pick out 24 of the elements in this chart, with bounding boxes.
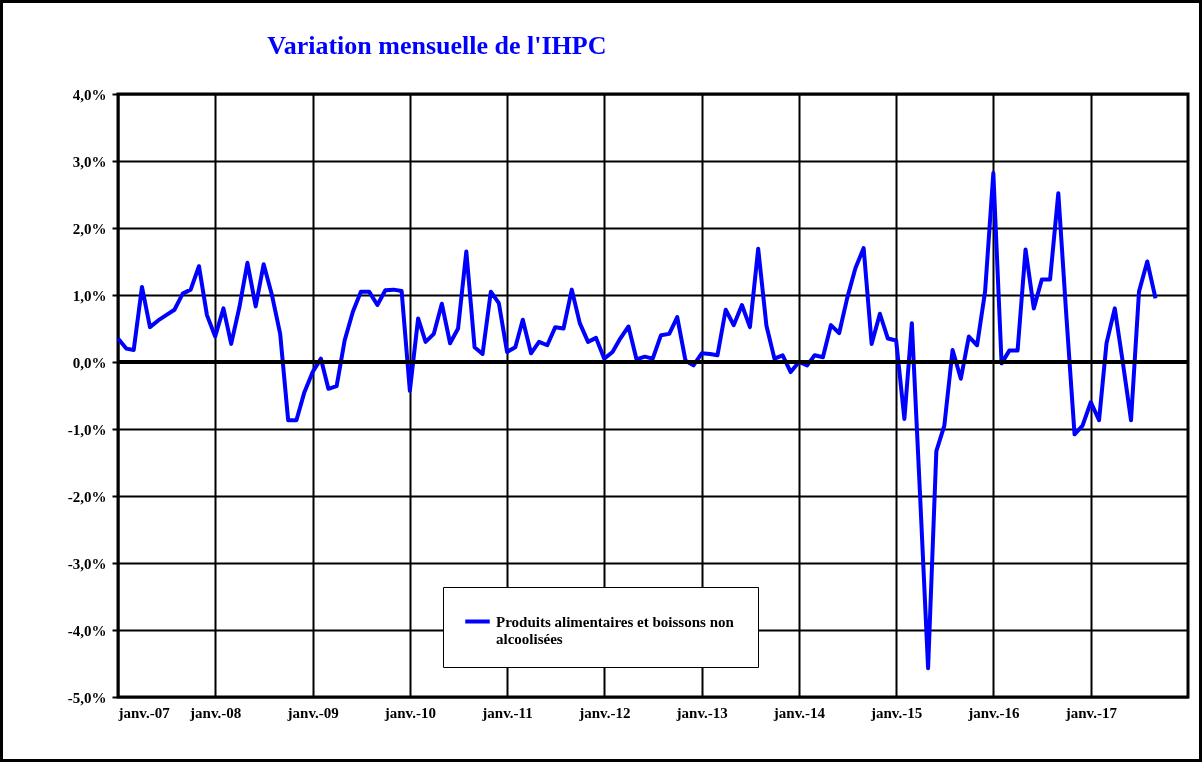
y-tick-label: 3,0% bbox=[72, 153, 107, 170]
x-tick-label: janv.-15 bbox=[870, 704, 923, 721]
x-tick-label: janv.-16 bbox=[967, 704, 1020, 721]
y-tick-label: -1,0% bbox=[67, 421, 107, 438]
y-tick-label: -4,0% bbox=[67, 622, 107, 639]
x-tick-label: janv.-09 bbox=[286, 704, 339, 721]
legend-label: Produits alimentaires et boissons non alcoolisées bbox=[496, 613, 735, 647]
y-tick-label: -2,0% bbox=[67, 488, 107, 505]
x-tick-label: janv.-11 bbox=[481, 704, 533, 721]
x-tick-label: janv.-08 bbox=[189, 704, 242, 721]
x-tick-label: janv.-10 bbox=[383, 704, 436, 721]
y-tick-label: 1,0% bbox=[72, 287, 107, 304]
x-tick-label: janv.-13 bbox=[675, 704, 728, 721]
y-tick-label: 0,0% bbox=[72, 354, 107, 371]
y-tick-label: 2,0% bbox=[72, 220, 107, 237]
y-tick-label: -3,0% bbox=[67, 555, 107, 572]
y-tick-label: -5,0% bbox=[67, 689, 107, 706]
line-series bbox=[116, 171, 1158, 671]
x-tick-label: janv.-07 bbox=[117, 704, 171, 721]
y-tick-label: 4,0% bbox=[72, 86, 107, 103]
chart-title: Variation mensuelle de l'IHPC bbox=[267, 31, 607, 60]
x-tick-label: janv.-17 bbox=[1064, 704, 1118, 721]
x-tick-label: janv.-12 bbox=[578, 704, 631, 721]
x-tick-label: janv.-14 bbox=[772, 704, 826, 721]
